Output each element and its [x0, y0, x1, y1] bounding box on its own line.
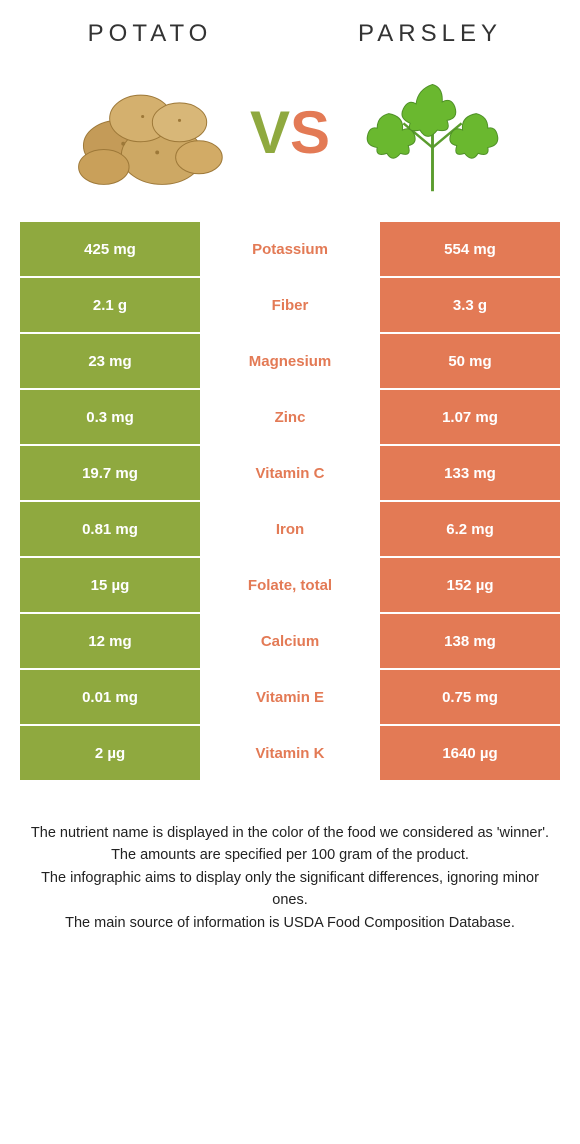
nutrient-label: Zinc: [200, 390, 380, 446]
nutrient-label: Iron: [200, 502, 380, 558]
nutrient-label: Vitamin C: [200, 446, 380, 502]
table-row: 0.3 mgZinc1.07 mg: [20, 390, 560, 446]
value-left: 12 mg: [20, 614, 200, 670]
value-left: 0.3 mg: [20, 390, 200, 446]
value-right: 3.3 g: [380, 278, 560, 334]
nutrient-label: Calcium: [200, 614, 380, 670]
nutrient-label: Vitamin E: [200, 670, 380, 726]
comparison-table: 425 mgPotassium554 mg2.1 gFiber3.3 g23 m…: [20, 222, 560, 782]
value-right: 50 mg: [380, 334, 560, 390]
title-right: Parsley: [318, 20, 542, 48]
table-row: 2.1 gFiber3.3 g: [20, 278, 560, 334]
table-row: 425 mgPotassium554 mg: [20, 222, 560, 278]
footer-text: The nutrient name is displayed in the co…: [0, 782, 580, 934]
value-left: 0.81 mg: [20, 502, 200, 558]
footer-line: The nutrient name is displayed in the co…: [26, 822, 554, 844]
value-left: 0.01 mg: [20, 670, 200, 726]
table-row: 2 µgVitamin K1640 µg: [20, 726, 560, 782]
value-right: 1.07 mg: [380, 390, 560, 446]
value-left: 15 µg: [20, 558, 200, 614]
value-right: 0.75 mg: [380, 670, 560, 726]
nutrient-label: Fiber: [200, 278, 380, 334]
parsley-icon: [350, 68, 515, 198]
title-left: Potato: [38, 20, 262, 48]
table-row: 0.81 mgIron6.2 mg: [20, 502, 560, 558]
value-left: 2 µg: [20, 726, 200, 782]
header: Potato Parsley: [0, 0, 580, 56]
table-row: 15 µgFolate, total152 µg: [20, 558, 560, 614]
table-row: 12 mgCalcium138 mg: [20, 614, 560, 670]
nutrient-label: Potassium: [200, 222, 380, 278]
table-row: 0.01 mgVitamin E0.75 mg: [20, 670, 560, 726]
nutrient-label: Vitamin K: [200, 726, 380, 782]
value-left: 425 mg: [20, 222, 200, 278]
nutrient-label: Magnesium: [200, 334, 380, 390]
value-right: 1640 µg: [380, 726, 560, 782]
vs-label: VS: [250, 103, 330, 163]
potato-icon: [65, 68, 230, 198]
value-left: 2.1 g: [20, 278, 200, 334]
footer-line: The infographic aims to display only the…: [26, 867, 554, 912]
value-left: 19.7 mg: [20, 446, 200, 502]
footer-line: The main source of information is USDA F…: [26, 912, 554, 934]
nutrient-label: Folate, total: [200, 558, 380, 614]
vs-s: S: [290, 103, 330, 163]
table-row: 19.7 mgVitamin C133 mg: [20, 446, 560, 502]
footer-line: The amounts are specified per 100 gram o…: [26, 844, 554, 866]
value-right: 133 mg: [380, 446, 560, 502]
vs-v: V: [250, 103, 290, 163]
hero: VS: [0, 56, 580, 222]
value-left: 23 mg: [20, 334, 200, 390]
value-right: 6.2 mg: [380, 502, 560, 558]
value-right: 554 mg: [380, 222, 560, 278]
table-row: 23 mgMagnesium50 mg: [20, 334, 560, 390]
value-right: 138 mg: [380, 614, 560, 670]
value-right: 152 µg: [380, 558, 560, 614]
